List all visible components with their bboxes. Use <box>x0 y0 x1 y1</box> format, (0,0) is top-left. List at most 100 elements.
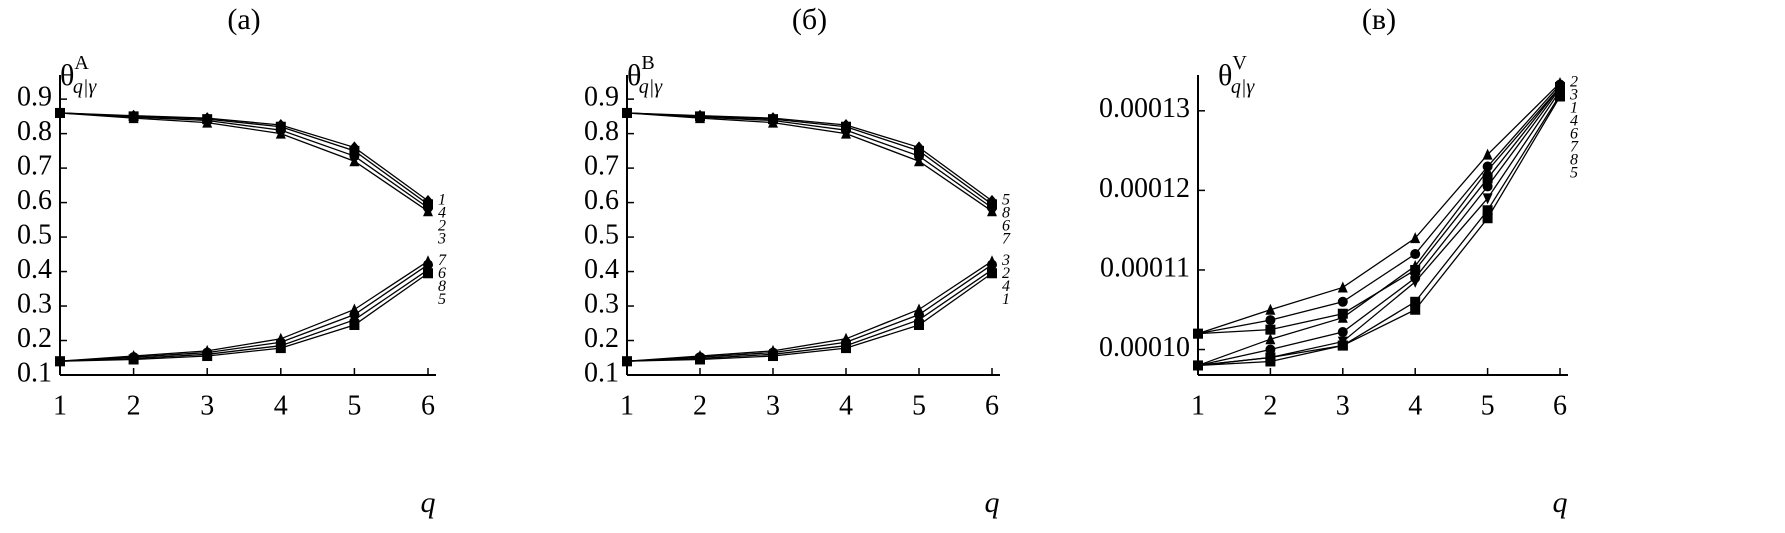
x-tick-label: 4 <box>1408 390 1422 421</box>
y-tick-label: 0.1 <box>584 357 619 388</box>
marker <box>423 263 433 276</box>
series-line <box>1197 94 1561 367</box>
marker <box>275 127 286 139</box>
marker <box>1265 315 1276 326</box>
marker <box>1337 327 1348 338</box>
series-label: 7 <box>1570 139 1579 156</box>
marker <box>1482 173 1493 184</box>
marker <box>1410 304 1421 315</box>
series-line <box>626 269 993 362</box>
x-tick-label: 6 <box>421 390 435 421</box>
y-tick-label: 0.5 <box>584 219 619 250</box>
y-label-sub: q|γ <box>73 76 97 98</box>
y-tick-label: 0.2 <box>584 323 619 354</box>
marker <box>1482 193 1493 205</box>
marker <box>1337 296 1348 307</box>
chart-title: (в) <box>1362 3 1396 36</box>
y-tick-label: 0.9 <box>17 82 52 113</box>
marker <box>841 127 851 139</box>
series-label: 5 <box>438 291 446 308</box>
marker <box>768 348 778 361</box>
marker <box>1555 89 1565 100</box>
x-tick-label: 1 <box>53 390 67 421</box>
y-axis-label: θB q|γ <box>627 52 663 98</box>
marker <box>1482 161 1493 172</box>
series-label: 6 <box>438 265 446 282</box>
y-axis-label: θA q|γ <box>60 52 97 98</box>
x-tick-label: 5 <box>912 390 926 421</box>
marker <box>1482 205 1493 216</box>
y-tick-label: 0.00010 <box>1099 332 1190 363</box>
marker <box>622 355 632 368</box>
series-line <box>59 269 429 362</box>
y-tick-label: 0.4 <box>17 254 52 285</box>
series-label: 4 <box>1002 278 1010 295</box>
x-axis-label: q <box>421 486 436 519</box>
series-line <box>1197 86 1561 335</box>
series-label: 5 <box>1002 192 1010 209</box>
marker <box>1337 281 1348 293</box>
chart-panel: (а)θA q|γq0.10.20.30.40.50.60.70.80.91 2 3 4… <box>17 3 447 519</box>
y-tick-label: 0.5 <box>17 219 52 250</box>
series-label: 5 <box>1570 165 1578 182</box>
series-line <box>59 112 429 202</box>
y-tick-label: 0.3 <box>584 288 619 319</box>
x-tick-label: 3 <box>766 390 780 421</box>
y-tick-label: 0.00012 <box>1099 173 1190 204</box>
chart-title: (а) <box>227 3 260 36</box>
y-tick-label: 0.6 <box>17 185 52 216</box>
marker <box>202 348 213 361</box>
marker <box>349 155 360 167</box>
series-label: 1 <box>1570 100 1578 117</box>
series-line <box>59 272 429 362</box>
y-tick-label: 0.8 <box>17 116 52 147</box>
marker <box>914 303 924 315</box>
marker <box>914 145 924 156</box>
series-line <box>626 112 993 202</box>
x-tick-label: 2 <box>693 390 707 421</box>
marker <box>841 332 851 344</box>
y-label-sup: V <box>1232 52 1247 74</box>
marker <box>841 339 851 352</box>
series-label: 3 <box>437 231 446 248</box>
chart-title: (б) <box>792 3 827 36</box>
series-label: 2 <box>1002 265 1010 282</box>
marker <box>987 255 997 267</box>
series-line <box>626 260 993 362</box>
x-tick-label: 6 <box>1553 390 1567 421</box>
y-tick-label: 0.7 <box>584 151 619 182</box>
marker <box>275 121 286 132</box>
series-label: 8 <box>1002 205 1010 222</box>
series-label: 2 <box>438 218 446 235</box>
y-tick-label: 0.00011 <box>1100 252 1190 283</box>
x-tick-label: 5 <box>347 390 361 421</box>
series-line <box>626 272 993 362</box>
marker <box>987 263 997 276</box>
x-tick-label: 2 <box>127 390 141 421</box>
y-tick-label: 0.00013 <box>1099 93 1190 124</box>
x-tick-label: 5 <box>1481 390 1495 421</box>
marker <box>1410 232 1421 244</box>
marker <box>1193 360 1203 371</box>
marker <box>275 332 286 344</box>
series-label: 6 <box>1002 218 1010 235</box>
marker <box>1265 352 1276 363</box>
x-tick-label: 2 <box>1263 390 1277 421</box>
marker <box>1410 276 1421 288</box>
y-axis-label: θV q|γ <box>1218 52 1255 98</box>
marker <box>202 114 213 125</box>
series-line <box>626 112 993 212</box>
marker <box>1265 333 1276 345</box>
marker <box>622 107 632 118</box>
marker <box>423 255 433 267</box>
y-label-symbol: θ <box>1218 59 1232 92</box>
marker <box>128 352 139 365</box>
marker <box>349 313 360 326</box>
x-tick-label: 1 <box>1191 390 1205 421</box>
y-label-sub: q|γ <box>639 76 663 98</box>
marker <box>841 121 851 132</box>
chart-panel: (б)θB q|γq0.10.20.30.40.50.60.70.80.91 2 3 4… <box>584 3 1011 519</box>
y-tick-label: 0.4 <box>584 254 619 285</box>
marker <box>55 355 65 368</box>
x-tick-label: 6 <box>985 390 999 421</box>
